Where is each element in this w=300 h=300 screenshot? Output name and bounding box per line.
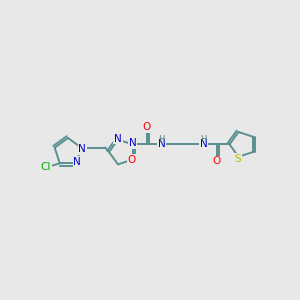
Text: N: N	[114, 134, 122, 144]
Text: S: S	[234, 154, 241, 164]
Text: N: N	[200, 140, 207, 149]
Text: N: N	[78, 144, 86, 154]
Text: O: O	[212, 156, 220, 167]
Text: O: O	[128, 154, 136, 165]
Text: N: N	[129, 138, 136, 148]
Text: H: H	[200, 135, 207, 144]
Text: Cl: Cl	[40, 162, 51, 172]
Text: H: H	[158, 135, 165, 144]
Text: N: N	[74, 157, 81, 167]
Text: N: N	[158, 140, 165, 149]
Text: O: O	[142, 122, 151, 132]
